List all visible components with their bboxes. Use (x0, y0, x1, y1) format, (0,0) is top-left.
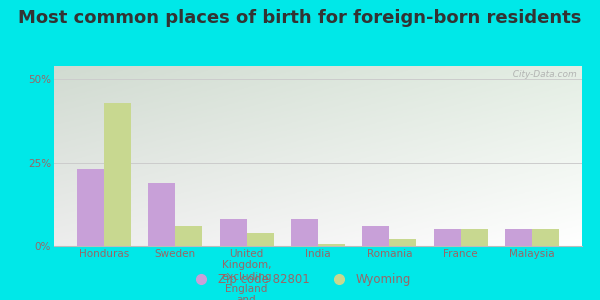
Bar (389, 239, 416, 246)
Bar (362, 226, 389, 246)
Bar (247, 233, 274, 246)
Bar (505, 229, 532, 246)
Bar (148, 183, 175, 246)
Bar (532, 229, 559, 246)
Bar (175, 226, 202, 246)
Bar (220, 219, 247, 246)
Bar (461, 229, 488, 246)
Bar (291, 219, 318, 246)
Text: Most common places of birth for foreign-born residents: Most common places of birth for foreign-… (19, 9, 581, 27)
Bar (104, 103, 131, 246)
Legend: Zip code 82801, Wyoming: Zip code 82801, Wyoming (185, 269, 415, 291)
Bar (318, 244, 345, 246)
Text: City-Data.com: City-Data.com (507, 70, 577, 79)
Bar (434, 229, 461, 246)
Bar (77, 169, 104, 246)
